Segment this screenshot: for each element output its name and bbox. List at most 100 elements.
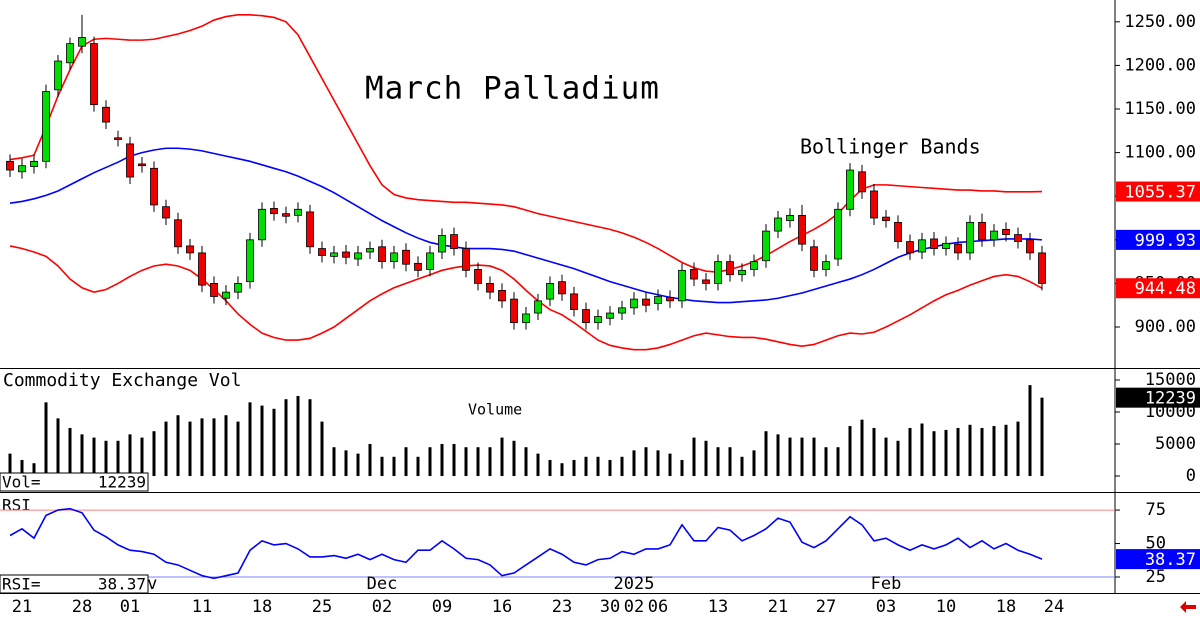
volume-bar bbox=[512, 440, 516, 476]
candle-body bbox=[246, 239, 254, 283]
volume-bar bbox=[20, 459, 24, 476]
volume-bar bbox=[80, 434, 84, 476]
candle-body bbox=[786, 214, 794, 222]
candle-body bbox=[198, 252, 206, 286]
last-value-label: 944.48 bbox=[1135, 279, 1196, 299]
volume-bar bbox=[920, 423, 924, 476]
volume-bar bbox=[944, 429, 948, 476]
candle-body bbox=[138, 163, 146, 167]
x-tick-label: 28 bbox=[72, 597, 92, 617]
volume-bar bbox=[1016, 421, 1020, 476]
candle-body bbox=[450, 234, 458, 249]
candle-body bbox=[954, 243, 962, 254]
candle-body bbox=[906, 241, 914, 254]
candle-body bbox=[798, 214, 806, 245]
candle-body bbox=[546, 283, 554, 300]
candle-body bbox=[594, 316, 602, 324]
candle-body bbox=[6, 160, 14, 171]
volume-bar bbox=[860, 419, 864, 476]
candle-body bbox=[606, 312, 614, 319]
volume-bar bbox=[308, 399, 312, 476]
volume-bar bbox=[608, 459, 612, 476]
volume-bar bbox=[752, 450, 756, 476]
x-tick-label: 18 bbox=[996, 597, 1016, 617]
y-tick-label: 15000 bbox=[1145, 370, 1196, 390]
readout-label: Vol= bbox=[2, 473, 41, 492]
volume-bar bbox=[800, 437, 804, 476]
volume-bar bbox=[704, 440, 708, 476]
last-value-label: 38.37 bbox=[1145, 550, 1196, 570]
candle-body bbox=[210, 283, 218, 297]
scroll-arrow[interactable] bbox=[1180, 601, 1196, 613]
volume-bar bbox=[272, 408, 276, 476]
volume-bar bbox=[140, 437, 144, 476]
volume-bar bbox=[620, 456, 624, 476]
candle-body bbox=[678, 269, 686, 302]
volume-bar bbox=[584, 456, 588, 476]
candle-body bbox=[870, 190, 878, 219]
candle-body bbox=[1026, 239, 1034, 254]
volume-bar bbox=[644, 447, 648, 476]
x-tick-label: 21 bbox=[768, 597, 788, 617]
volume-bar bbox=[932, 431, 936, 476]
candle-body bbox=[990, 230, 998, 241]
bollinger-band bbox=[9, 245, 1043, 351]
x-tick-label: 23 bbox=[552, 597, 572, 617]
last-value-label: 1055.37 bbox=[1124, 183, 1196, 203]
y-tick-label: 50 bbox=[1146, 534, 1166, 554]
volume-bar bbox=[452, 443, 456, 476]
candle-body bbox=[306, 211, 314, 248]
volume-bar bbox=[656, 450, 660, 476]
volume-bar bbox=[104, 440, 108, 476]
candle-body bbox=[474, 269, 482, 284]
y-tick-label: 5000 bbox=[1155, 434, 1196, 454]
volume-bar bbox=[872, 427, 876, 476]
x-tick-label: 03 bbox=[876, 597, 896, 617]
volume-bar bbox=[716, 447, 720, 476]
candle-body bbox=[810, 246, 818, 271]
readout-value: 38.37 bbox=[98, 575, 146, 594]
volume-bar bbox=[992, 426, 996, 476]
volume-bar bbox=[32, 463, 36, 476]
volume-bar bbox=[680, 459, 684, 476]
volume-bar bbox=[596, 456, 600, 476]
candle-body bbox=[234, 283, 242, 293]
volume-bar bbox=[200, 418, 204, 476]
candle-body bbox=[918, 239, 926, 253]
x-tick-label: 27 bbox=[816, 597, 836, 617]
volume-bar bbox=[428, 447, 432, 476]
volume-bar bbox=[392, 456, 396, 476]
candle-body bbox=[858, 171, 866, 193]
x-tick-label: 24 bbox=[1044, 597, 1064, 617]
candle-body bbox=[126, 143, 134, 178]
volume-bar bbox=[464, 447, 468, 476]
bollinger-band bbox=[9, 147, 1043, 304]
candle-body bbox=[882, 216, 890, 222]
bollinger-band bbox=[9, 14, 1043, 273]
candle-body bbox=[498, 289, 506, 302]
candle-body bbox=[486, 283, 494, 293]
candle-body bbox=[978, 221, 986, 241]
candle-body bbox=[666, 296, 674, 302]
candle-body bbox=[222, 291, 230, 299]
y-tick-label: 1250.00 bbox=[1124, 12, 1196, 32]
chart-title: March Palladium bbox=[365, 71, 660, 107]
candle-body bbox=[258, 208, 266, 241]
panel-title: RSI bbox=[2, 496, 31, 515]
last-value-box bbox=[1116, 229, 1200, 250]
month-label: Dec bbox=[367, 574, 398, 594]
volume-bar bbox=[440, 443, 444, 476]
volume-bar bbox=[980, 427, 984, 476]
readout-value: 12239 bbox=[98, 473, 146, 492]
volume-bar bbox=[524, 447, 528, 476]
volume-bar bbox=[8, 453, 12, 476]
candle-body bbox=[1014, 234, 1022, 242]
candle-body bbox=[90, 43, 98, 106]
volume-bar bbox=[320, 421, 324, 476]
volume-bar bbox=[260, 405, 264, 476]
candle-body bbox=[78, 37, 86, 47]
candle-body bbox=[582, 309, 590, 324]
candle-body bbox=[966, 221, 974, 254]
candle-body bbox=[30, 160, 38, 167]
